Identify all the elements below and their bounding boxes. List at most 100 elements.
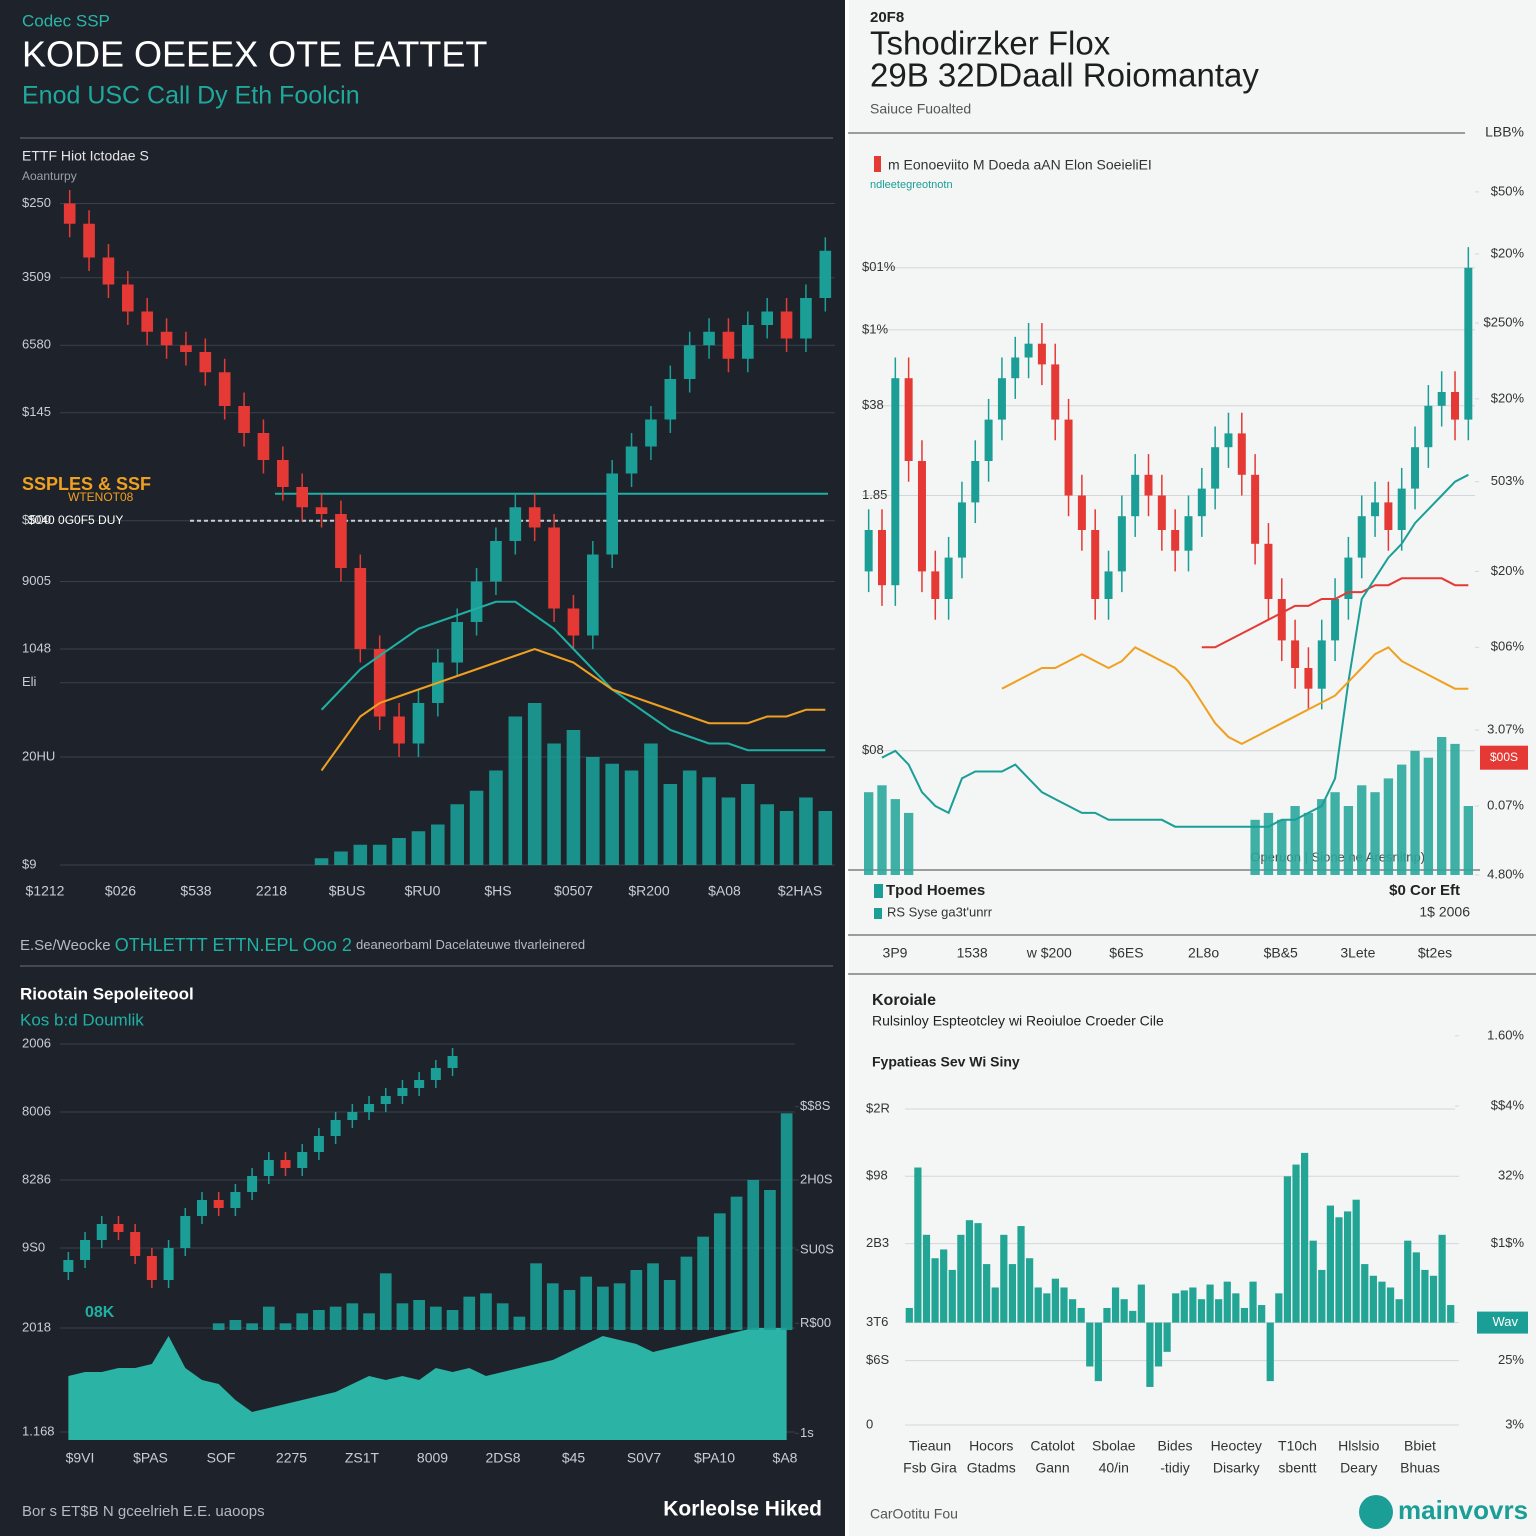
y2-tick-label: 3.07% bbox=[1487, 722, 1524, 737]
candle-body bbox=[451, 622, 463, 663]
candle-body bbox=[297, 1152, 308, 1168]
y-tick-label: 1048 bbox=[22, 640, 51, 655]
bar bbox=[1240, 1307, 1249, 1323]
volume-bar bbox=[779, 811, 794, 865]
corner-label: LBB% bbox=[1485, 124, 1524, 140]
x-tick-label: 2218 bbox=[256, 883, 287, 899]
candle-body bbox=[470, 581, 483, 622]
volume-bar bbox=[1450, 743, 1460, 875]
candle-body bbox=[122, 284, 134, 312]
volume-bar bbox=[563, 1290, 576, 1330]
volume-bar bbox=[430, 1306, 442, 1330]
bar bbox=[1352, 1199, 1360, 1323]
y2-tick-label: $20% bbox=[1491, 563, 1525, 578]
volume-bar bbox=[1423, 757, 1434, 875]
volume-bar bbox=[1357, 785, 1367, 875]
volume-bar bbox=[1303, 812, 1314, 875]
candle-body bbox=[1424, 405, 1433, 448]
x-tick-label: $0507 bbox=[554, 883, 593, 899]
volume-bar bbox=[644, 743, 658, 865]
bar bbox=[1404, 1240, 1412, 1323]
x-tick-label: SOF bbox=[207, 1450, 236, 1466]
ticker-part: E.Se/Weocke bbox=[20, 937, 111, 954]
candle-body bbox=[80, 1240, 91, 1260]
legend-swatch bbox=[874, 884, 883, 898]
candle-body bbox=[1051, 364, 1060, 420]
y2-tick-label: 503% bbox=[1491, 473, 1525, 488]
bar bbox=[1429, 1275, 1438, 1323]
y-tick-label: $01% bbox=[862, 259, 896, 274]
y-tick-label: 3T6 bbox=[866, 1314, 888, 1329]
x-tick-label: $B&5 bbox=[1264, 945, 1298, 961]
chart-subtitle: ndleetegreotnotn bbox=[870, 179, 953, 191]
footer-text: CarOotitu Fou bbox=[870, 1506, 958, 1522]
bar bbox=[1146, 1322, 1154, 1387]
volume-bar bbox=[229, 1320, 242, 1330]
bar bbox=[1386, 1287, 1395, 1323]
candle-body bbox=[1317, 640, 1326, 689]
candle-body bbox=[904, 378, 913, 461]
candle-body bbox=[263, 1160, 274, 1176]
candle-body bbox=[364, 1104, 375, 1112]
chart-label: Fypatieas Sev Wi Siny bbox=[872, 1054, 1020, 1070]
bar bbox=[1026, 1258, 1034, 1323]
bar bbox=[1223, 1281, 1231, 1323]
x-tick-label: $026 bbox=[105, 883, 136, 899]
candle-body bbox=[742, 325, 754, 359]
candle-body bbox=[218, 372, 231, 406]
candle-body bbox=[1331, 599, 1340, 641]
y-tick-label: 6580 bbox=[22, 337, 51, 352]
candle-body bbox=[1251, 474, 1260, 544]
x-tick-label: $A08 bbox=[708, 883, 741, 899]
candle-body bbox=[984, 419, 993, 461]
candle-body bbox=[1091, 530, 1100, 599]
volume-bar bbox=[546, 1283, 559, 1330]
volume-bar bbox=[314, 858, 329, 865]
candle-body bbox=[1077, 495, 1086, 530]
y2-tick-label: $50% bbox=[1491, 183, 1525, 198]
candle-body bbox=[931, 571, 940, 599]
bar bbox=[1111, 1287, 1120, 1323]
candle-body bbox=[277, 460, 289, 487]
legend-label: Tpod Hoemes bbox=[886, 882, 985, 899]
bar bbox=[1266, 1322, 1274, 1382]
candle-body bbox=[567, 608, 580, 636]
volume-bar bbox=[496, 1303, 509, 1330]
candle-body bbox=[1157, 495, 1166, 530]
volume-bar bbox=[903, 812, 914, 875]
volume-bar bbox=[863, 792, 874, 875]
bar bbox=[1043, 1293, 1051, 1323]
bar bbox=[1292, 1164, 1300, 1323]
logo-icon bbox=[1359, 1495, 1393, 1529]
candle-body bbox=[199, 352, 212, 373]
candle-body bbox=[213, 1200, 224, 1208]
candle-body bbox=[397, 1088, 408, 1096]
area bbox=[68, 1328, 787, 1440]
bar bbox=[1086, 1322, 1094, 1367]
bar bbox=[974, 1223, 982, 1323]
x-tick-label: $PAS bbox=[133, 1450, 168, 1466]
y2-tick-label: 2H0S bbox=[800, 1171, 833, 1186]
candle-body bbox=[1037, 343, 1046, 365]
candle-body bbox=[1357, 516, 1366, 558]
x-tick-label: $R200 bbox=[628, 883, 669, 899]
x-tick-label: $RU0 bbox=[405, 883, 441, 899]
y-tick-label: $08 bbox=[862, 742, 884, 757]
y2-tick-label: 0.07% bbox=[1487, 797, 1524, 812]
candle-body bbox=[1371, 502, 1380, 517]
volume-bar bbox=[489, 770, 503, 865]
x-tick-label: $2HAS bbox=[778, 883, 822, 899]
candle-body bbox=[1024, 343, 1033, 358]
y2-tick-label: $250% bbox=[1484, 314, 1525, 329]
volume-bar bbox=[1290, 806, 1300, 875]
bar bbox=[1008, 1264, 1017, 1323]
candle-body bbox=[146, 1256, 157, 1280]
candle-body bbox=[761, 311, 773, 325]
bar bbox=[948, 1269, 956, 1323]
x-tick-label: $45 bbox=[562, 1450, 586, 1466]
candle-body bbox=[414, 1080, 425, 1088]
volume-bar bbox=[1250, 819, 1260, 875]
candle-body bbox=[196, 1200, 207, 1216]
bar bbox=[1120, 1299, 1128, 1323]
volume-bar bbox=[1330, 792, 1340, 875]
